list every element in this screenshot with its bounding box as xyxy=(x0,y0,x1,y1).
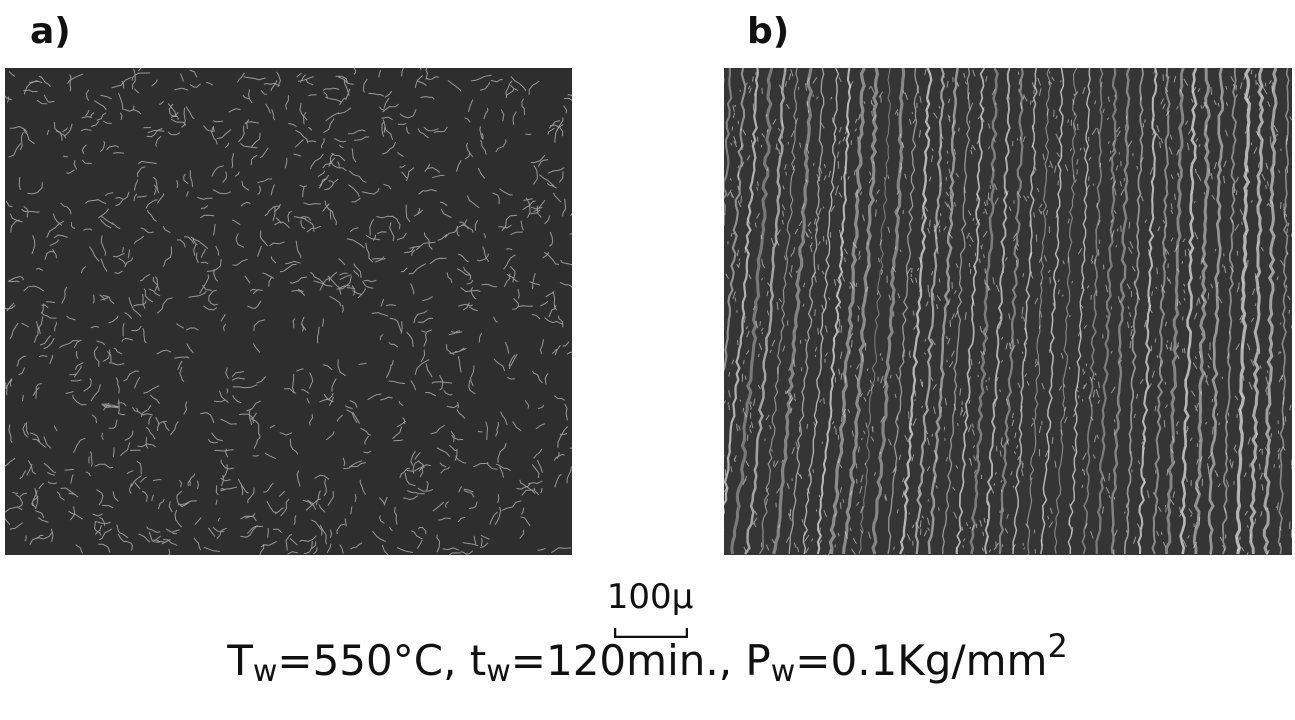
caption-time-subscript: w xyxy=(486,654,511,689)
caption-time-symbol: t xyxy=(469,636,487,685)
figure-caption: Tw=550°C, tw=120min., Pw=0.1Kg/mm2 xyxy=(0,630,1295,687)
caption-temp-symbol: T xyxy=(227,636,253,685)
scale-bar xyxy=(614,628,688,638)
caption-pressure-value: =0.1Kg/mm xyxy=(795,636,1048,685)
caption-temp-value: =550°C, xyxy=(277,636,470,685)
caption-temp-subscript: w xyxy=(252,654,278,689)
micrograph-a-texture xyxy=(5,68,572,555)
caption-pressure-exponent: 2 xyxy=(1047,627,1068,665)
scale-label: 100μ xyxy=(606,577,694,617)
caption-time-value: =120min., xyxy=(510,636,746,685)
caption-pressure-symbol: P xyxy=(745,636,771,685)
micrograph-b xyxy=(724,68,1292,555)
panel-label-b: b) xyxy=(747,11,790,52)
scale-marker: 100μ xyxy=(580,577,720,638)
caption-pressure-subscript: w xyxy=(770,654,796,689)
panel-label-a: a) xyxy=(30,11,71,52)
micrograph-a xyxy=(5,68,572,555)
micrograph-b-texture xyxy=(724,68,1292,555)
